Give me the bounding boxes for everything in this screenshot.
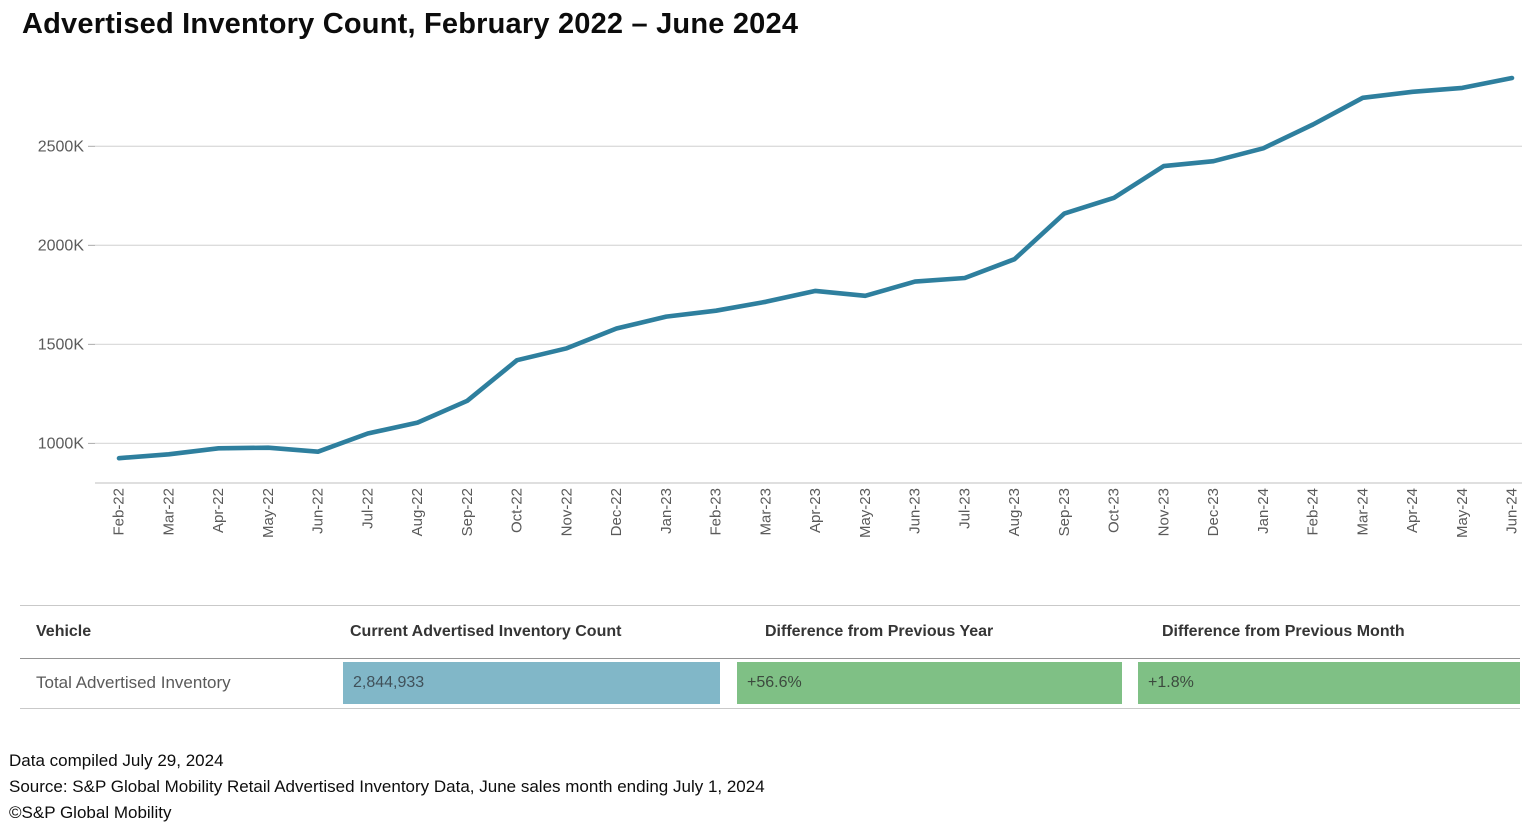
x-axis-tick-label: Nov-23: [1155, 488, 1172, 536]
x-axis-tick-label: Mar-22: [160, 488, 177, 536]
y-axis-tick-label: 2000K: [38, 237, 85, 254]
y-axis-tick-label: 2500K: [38, 138, 85, 155]
footer-notes: Data compiled July 29, 2024 Source: S&P …: [9, 748, 765, 826]
x-axis-tick-label: Feb-24: [1305, 488, 1322, 536]
table-header-divider: [20, 658, 1520, 659]
diff-prev-year-value: +56.6%: [737, 662, 1122, 704]
x-axis-tick-label: May-22: [260, 488, 277, 538]
x-axis-tick-label: Sep-22: [459, 488, 476, 536]
x-axis-tick-label: Apr-23: [807, 488, 824, 533]
footer-compiled: Data compiled July 29, 2024: [9, 751, 224, 770]
x-axis-tick-label: Feb-22: [111, 488, 128, 536]
x-axis-tick-label: Mar-23: [757, 488, 774, 536]
x-axis-tick-label: Jul-23: [956, 488, 973, 529]
table-top-border: [20, 605, 1520, 606]
page-title: Advertised Inventory Count, February 202…: [22, 8, 799, 40]
x-axis-tick-label: Aug-22: [409, 488, 426, 536]
x-axis-tick-label: Oct-23: [1106, 488, 1123, 533]
table-bottom-border: [20, 708, 1520, 709]
footer-source: Source: S&P Global Mobility Retail Adver…: [9, 777, 765, 796]
x-axis-tick-label: May-23: [857, 488, 874, 538]
x-axis-tick-label: Jun-22: [310, 488, 327, 534]
x-axis-tick-label: Nov-22: [558, 488, 575, 536]
total-advertised-inventory-line: [116, 75, 1515, 461]
x-axis-tick-label: Oct-22: [509, 488, 526, 533]
y-axis-tick-label: 1500K: [38, 336, 85, 353]
x-axis-tick-label: Dec-23: [1205, 488, 1222, 536]
current-count-value: 2,844,933: [343, 662, 720, 704]
header-diff-prev-year: Difference from Previous Year: [765, 622, 994, 640]
x-axis-tick-label: Sep-23: [1056, 488, 1073, 536]
header-vehicle: Vehicle: [36, 622, 92, 640]
x-axis-tick-label: Jun-23: [907, 488, 924, 534]
inventory-line-chart: 1000K 1500K 2000K 2500K Feb-22 Mar-22 Apr-22 Ma…: [38, 75, 1522, 538]
x-axis-tick-label: Apr-22: [210, 488, 227, 533]
x-axis-tick-label: May-24: [1454, 488, 1471, 538]
header-current-count: Current Advertised Inventory Count: [350, 622, 622, 640]
x-axis-tick-label: Jan-23: [658, 488, 675, 534]
x-axis-tick-label: Feb-23: [708, 488, 725, 536]
y-axis-tick-label: 1000K: [38, 435, 85, 452]
header-diff-prev-month: Difference from Previous Month: [1162, 622, 1405, 640]
x-axis-tick-label: Jan-24: [1255, 488, 1272, 534]
x-axis-tick-label: Mar-24: [1354, 488, 1371, 536]
footer-copyright: ©S&P Global Mobility: [9, 803, 172, 822]
x-axis-tick-label: Jul-22: [359, 488, 376, 529]
x-axis-tick-label: Aug-23: [1006, 488, 1023, 536]
diff-prev-month-value: +1.8%: [1138, 662, 1520, 704]
row-label-total-advertised-inventory: Total Advertised Inventory: [36, 673, 231, 692]
x-axis-tick-label: Dec-22: [608, 488, 625, 536]
x-axis-tick-label: Apr-24: [1404, 488, 1421, 533]
summary-table: Vehicle Current Advertised Inventory Cou…: [20, 605, 1520, 709]
x-axis-tick-label: Jun-24: [1504, 488, 1521, 534]
